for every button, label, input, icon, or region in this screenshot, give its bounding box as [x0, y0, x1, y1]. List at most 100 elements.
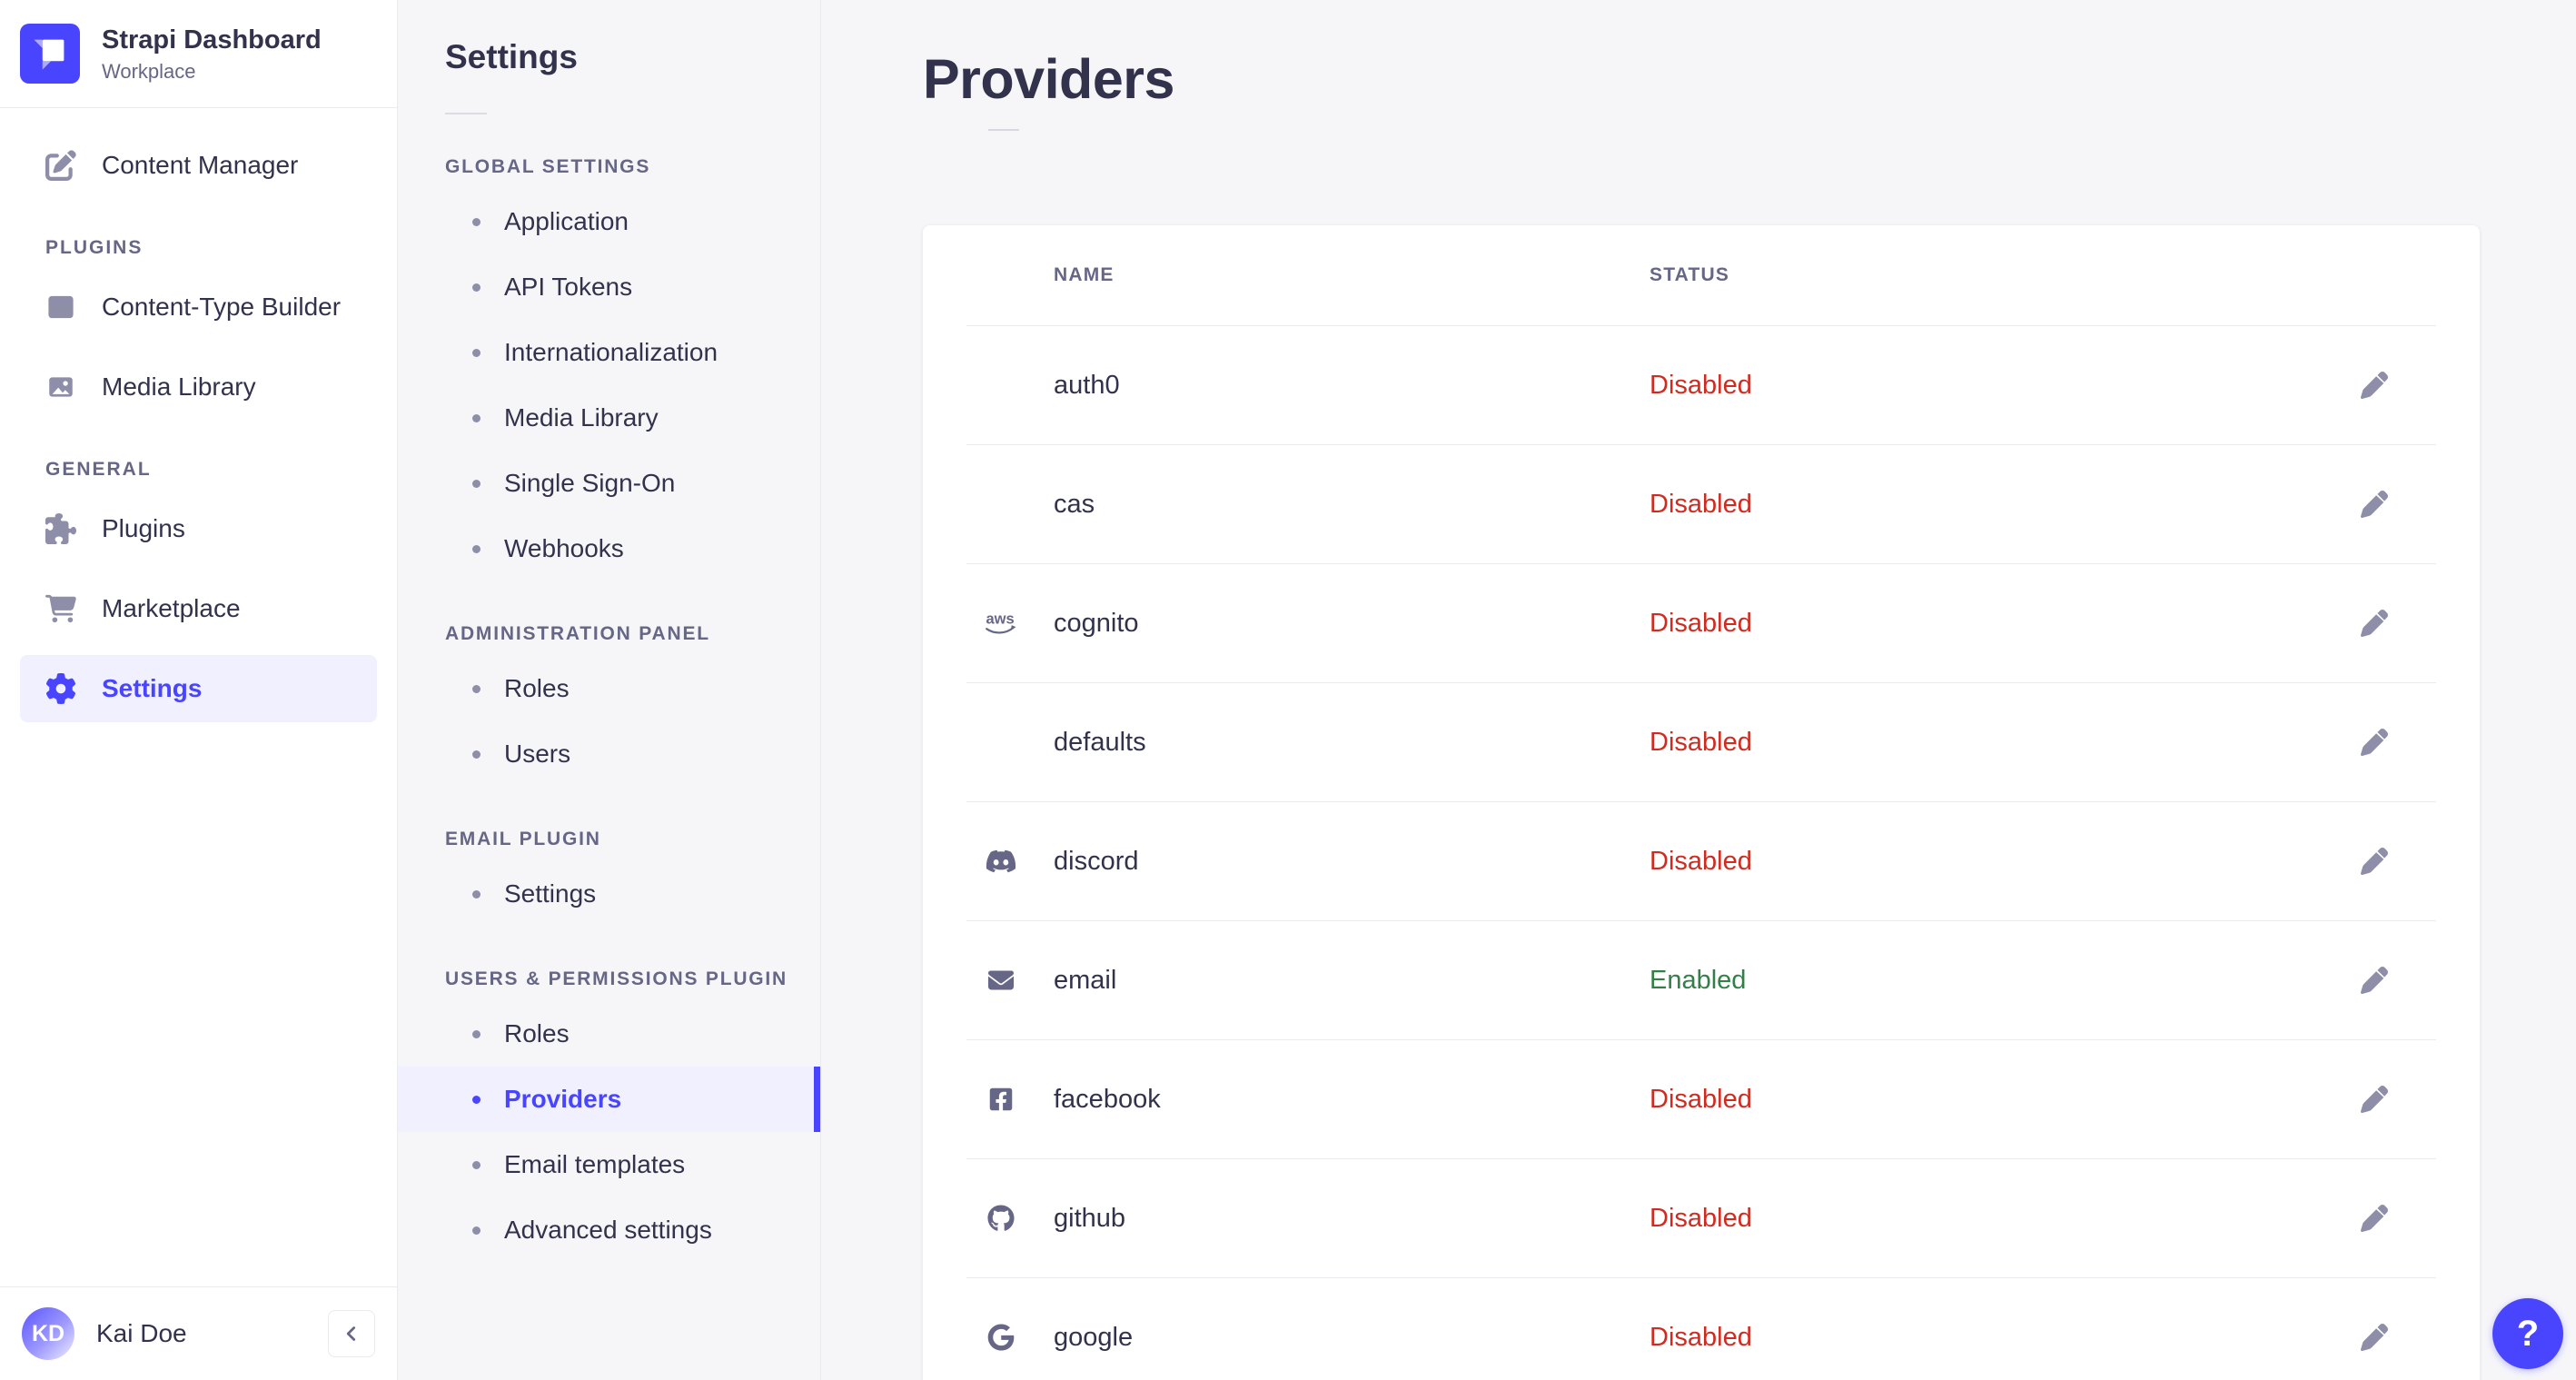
- subnav-item-admin-roles[interactable]: Roles: [398, 656, 820, 721]
- subnav-item-email-settings[interactable]: Settings: [398, 861, 820, 927]
- status-text: Disabled: [1650, 1203, 1752, 1233]
- name-cell: cas: [981, 490, 1650, 520]
- strapi-logo-icon: [20, 24, 80, 84]
- facebook-icon: [981, 1087, 1021, 1112]
- edit-provider-button[interactable]: [2349, 1074, 2400, 1125]
- bullet-icon: [472, 544, 481, 553]
- row-divider: [966, 1277, 2436, 1279]
- sidebar-item-content-type-builder[interactable]: Content-Type Builder: [20, 273, 377, 341]
- table-row-defaults[interactable]: defaults Disabled: [923, 683, 2480, 801]
- subnav-item-application[interactable]: Application: [398, 189, 820, 254]
- name-cell: email: [981, 966, 1650, 996]
- row-divider: [966, 920, 2436, 922]
- name-cell: facebook: [981, 1085, 1650, 1115]
- bullet-icon: [472, 1160, 481, 1169]
- table-row-google[interactable]: google Disabled: [923, 1278, 2480, 1380]
- sidebar-footer: KD Kai Doe: [0, 1286, 397, 1380]
- subnav-item-webhooks[interactable]: Webhooks: [398, 516, 820, 581]
- table-row-cognito[interactable]: aws cognito Disabled: [923, 564, 2480, 682]
- edit-provider-button[interactable]: [2349, 479, 2400, 530]
- bullet-icon: [472, 1029, 481, 1038]
- provider-name: google: [1054, 1322, 1134, 1352]
- media-library-icon: [45, 372, 76, 402]
- provider-name: auth0: [1054, 370, 1120, 400]
- user-name: Kai Doe: [96, 1319, 187, 1347]
- subnav-item-email-templates[interactable]: Email templates: [398, 1132, 820, 1197]
- pencil-icon: [2361, 1324, 2388, 1352]
- row-divider: [966, 682, 2436, 684]
- content-manager-icon: [45, 150, 76, 181]
- subnav-item-api-tokens[interactable]: API Tokens: [398, 254, 820, 320]
- subnav-item-label: Application: [504, 207, 629, 235]
- subnav-item-label: Providers: [504, 1085, 622, 1113]
- table-row-auth0[interactable]: auth0 Disabled: [923, 326, 2480, 444]
- edit-provider-button[interactable]: [2349, 1312, 2400, 1363]
- help-button[interactable]: ?: [2492, 1298, 2563, 1369]
- cart-icon: [45, 593, 76, 624]
- subnav-item-up-roles[interactable]: Roles: [398, 1001, 820, 1067]
- settings-subnav: Settings GLOBAL SETTINGS Application API…: [398, 0, 821, 1380]
- row-divider: [966, 1158, 2436, 1160]
- table-header: NAME STATUS: [923, 225, 2480, 325]
- subnav-item-label: Roles: [504, 1019, 570, 1047]
- edit-provider-button[interactable]: [2349, 360, 2400, 411]
- sidebar-section-general: GENERAL: [45, 459, 152, 480]
- status-text: Disabled: [1650, 1322, 1752, 1352]
- svg-text:aws: aws: [986, 611, 1015, 628]
- status-text: Disabled: [1650, 608, 1752, 638]
- provider-name: cognito: [1054, 608, 1139, 638]
- row-divider: [966, 563, 2436, 565]
- edit-provider-button[interactable]: [2349, 955, 2400, 1006]
- bullet-icon: [472, 1226, 481, 1235]
- pencil-icon: [2361, 372, 2388, 400]
- edit-provider-button[interactable]: [2349, 836, 2400, 887]
- status-cell: Disabled: [1650, 1204, 2349, 1234]
- providers-table-card: NAME STATUS auth0 Disabled cas: [923, 225, 2480, 1380]
- subnav-item-label: Internationalization: [504, 338, 718, 366]
- pencil-icon: [2361, 610, 2388, 638]
- collapse-sidebar-button[interactable]: [328, 1310, 375, 1357]
- subnav-item-single-sign-on[interactable]: Single Sign-On: [398, 451, 820, 516]
- row-divider: [966, 444, 2436, 446]
- status-text: Disabled: [1650, 727, 1752, 757]
- subnav-item-providers[interactable]: Providers: [398, 1067, 820, 1132]
- edit-provider-button[interactable]: [2349, 1193, 2400, 1244]
- puzzle-icon: [45, 513, 76, 544]
- subnav-item-label: API Tokens: [504, 273, 633, 301]
- subnav-item-label: Media Library: [504, 403, 659, 432]
- edit-provider-button[interactable]: [2349, 717, 2400, 768]
- pencil-icon: [2361, 491, 2388, 519]
- bullet-icon: [472, 479, 481, 488]
- sidebar-item-media-library[interactable]: Media Library: [20, 353, 377, 421]
- bullet-icon: [472, 283, 481, 292]
- provider-name: facebook: [1054, 1084, 1161, 1114]
- subnav-item-admin-users[interactable]: Users: [398, 721, 820, 787]
- subnav-section-email-plugin: EMAIL PLUGIN: [445, 829, 601, 849]
- edit-provider-button[interactable]: [2349, 598, 2400, 649]
- main-content: Providers NAME STATUS auth0 Disabled: [821, 0, 2576, 1380]
- sidebar-item-plugins[interactable]: Plugins: [20, 495, 377, 562]
- sidebar-item-settings[interactable]: Settings: [20, 655, 377, 722]
- subnav-item-media-library[interactable]: Media Library: [398, 385, 820, 451]
- bullet-icon: [472, 750, 481, 759]
- subnav-item-advanced-settings[interactable]: Advanced settings: [398, 1197, 820, 1263]
- aws-icon: aws: [981, 610, 1021, 637]
- envelope-icon: [981, 968, 1021, 993]
- status-text: Disabled: [1650, 1084, 1752, 1114]
- table-row-cas[interactable]: cas Disabled: [923, 445, 2480, 563]
- workspace-brand: Strapi Dashboard Workplace: [0, 0, 397, 108]
- status-cell: Disabled: [1650, 609, 2349, 639]
- table-row-discord[interactable]: discord Disabled: [923, 802, 2480, 920]
- table-row-github[interactable]: github Disabled: [923, 1159, 2480, 1277]
- table-row-email[interactable]: email Enabled: [923, 921, 2480, 1039]
- table-row-facebook[interactable]: facebook Disabled: [923, 1040, 2480, 1158]
- sidebar-item-label: Settings: [102, 674, 203, 702]
- status-cell: Disabled: [1650, 1323, 2349, 1353]
- github-icon: [981, 1205, 1021, 1232]
- subnav-section-users-permissions-plugin: USERS & PERMISSIONS PLUGIN: [445, 968, 788, 989]
- status-cell: Disabled: [1650, 371, 2349, 401]
- subnav-item-internationalization[interactable]: Internationalization: [398, 320, 820, 385]
- sidebar-item-content-manager[interactable]: Content Manager: [20, 132, 377, 199]
- status-cell: Disabled: [1650, 1085, 2349, 1115]
- sidebar-item-marketplace[interactable]: Marketplace: [20, 575, 377, 642]
